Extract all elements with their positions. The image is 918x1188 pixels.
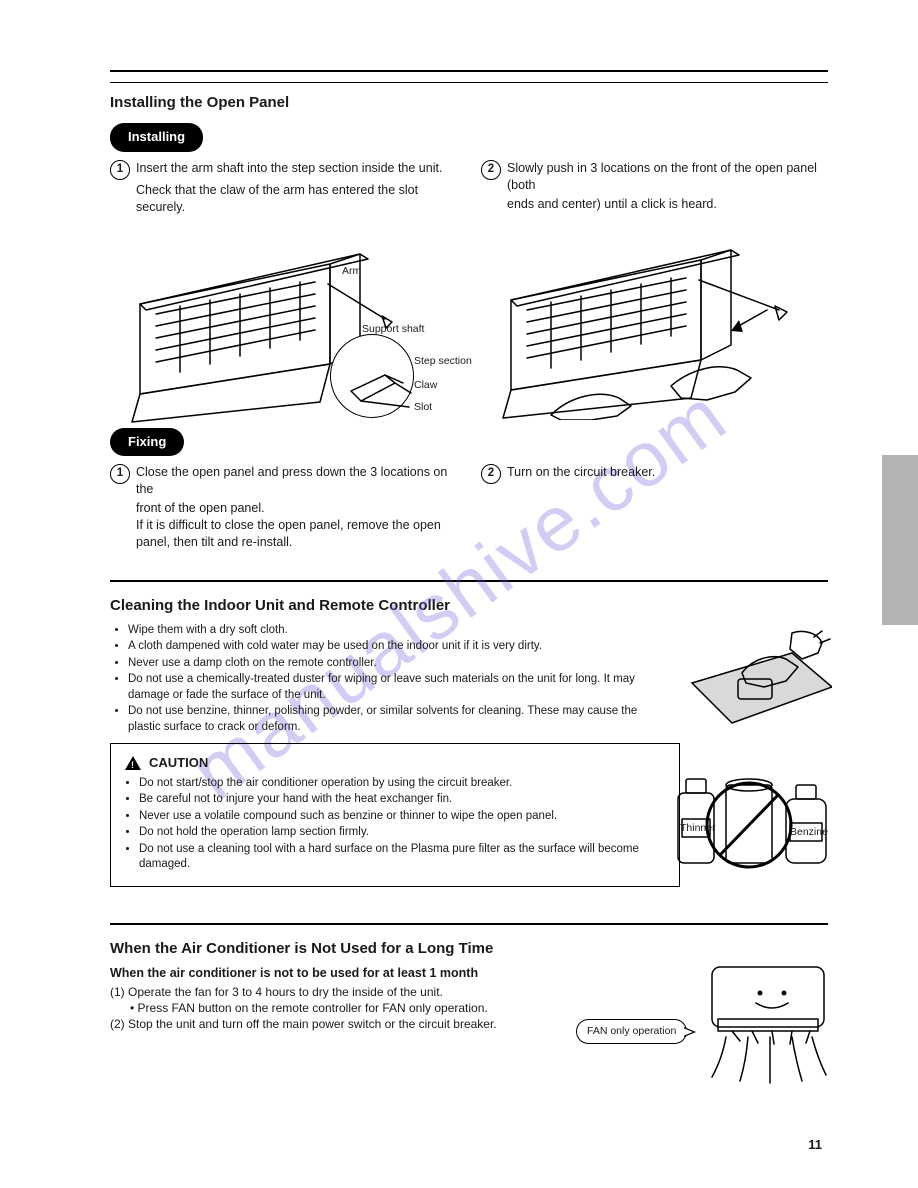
circled-number: 1: [110, 464, 130, 484]
list-item: Do not start/stop the air conditioner op…: [139, 776, 665, 792]
step-line3: If it is difficult to close the open pan…: [136, 518, 441, 549]
fix-step-2: 2 Turn on the circuit breaker.: [481, 464, 828, 550]
list-item: Do not use benzine, thinner, polishing p…: [128, 704, 668, 735]
step-line2: front of the open panel.: [136, 501, 265, 515]
caution-items: Do not start/stop the air conditioner op…: [125, 776, 665, 873]
step-body: ends and center) until a click is heard.: [507, 196, 828, 213]
fix-steps-row: 1 Close the open panel and press down th…: [110, 464, 828, 550]
list-item: Wipe them with a dry soft cloth.: [128, 623, 668, 639]
list-item: Do not use a chemically-treated duster f…: [128, 672, 668, 703]
fix-step-1: 1 Close the open panel and press down th…: [110, 464, 457, 550]
diagram-1: Arm Support shaft Step section Claw Slot: [110, 224, 457, 424]
cleaning-block: Wipe them with a dry soft cloth. A cloth…: [110, 623, 828, 893]
inactive-item-text: Press FAN button on the remote controlle…: [138, 1001, 488, 1015]
label-thinner: Thinner: [680, 821, 716, 835]
rule-sub: [110, 82, 828, 83]
diagram-2: [481, 220, 828, 420]
section-title: Installing the Open Panel: [110, 93, 828, 113]
caution-box: CAUTION Do not start/stop the air condit…: [110, 743, 680, 887]
rule-section-1: [110, 580, 828, 582]
label-step-section: Step section: [414, 354, 472, 368]
list-item: Be careful not to injure your hand with …: [139, 792, 665, 808]
inactive-item-text: Stop the unit and turn off the main powe…: [128, 1017, 497, 1031]
caution-heading: CAUTION: [125, 754, 665, 772]
solvents-illustration: Thinner Benzine: [672, 763, 832, 873]
step-head-text: Slowly push in 3 locations on the front …: [507, 160, 828, 194]
inactive-block: When the air conditioner is not to be us…: [110, 965, 828, 1095]
cleaning-bullets: Wipe them with a dry soft cloth. A cloth…: [110, 623, 668, 736]
step-head-text: Insert the arm shaft into the step secti…: [136, 160, 442, 177]
install-step-2: 2 Slowly push in 3 locations on the fron…: [481, 160, 828, 424]
manual-page: manualshive.com Installing the Open Pane…: [0, 0, 918, 1188]
label-arm: Arm: [342, 264, 361, 278]
step-head: 2 Turn on the circuit breaker.: [481, 464, 828, 484]
label-benzine: Benzine: [790, 825, 828, 839]
section-title-cleaning: Cleaning the Indoor Unit and Remote Cont…: [110, 596, 828, 616]
section-title-inactive: When the Air Conditioner is Not Used for…: [110, 939, 828, 959]
page-number: 11: [808, 1136, 822, 1154]
list-item: Never use a damp cloth on the remote con…: [128, 656, 668, 672]
wiping-illustration: [682, 623, 832, 733]
warning-icon: [125, 756, 141, 770]
list-item: A cloth dampened with cold water may be …: [128, 639, 668, 655]
list-item: Never use a volatile compound such as be…: [139, 809, 665, 825]
pill-installing: Installing: [110, 123, 203, 152]
circled-number: 2: [481, 464, 501, 484]
detail-circle: [330, 334, 414, 418]
unit-face-illustration: FAN only operation: [662, 959, 832, 1089]
circled-number: 2: [481, 160, 501, 180]
label-claw: Claw: [414, 378, 437, 392]
caution-label: CAUTION: [149, 754, 208, 772]
pill-fixing: Fixing: [110, 428, 184, 457]
step-text: Turn on the circuit breaker.: [507, 464, 655, 481]
install-step-1: 1 Insert the arm shaft into the step sec…: [110, 160, 457, 424]
circled-number: 1: [110, 160, 130, 180]
list-item: Do not hold the operation lamp section f…: [139, 825, 665, 841]
step-body: front of the open panel. If it is diffic…: [136, 500, 457, 551]
step-head-text: Close the open panel and press down the …: [136, 464, 457, 498]
step-body: Check that the claw of the arm has enter…: [136, 182, 457, 216]
step-head: 1 Close the open panel and press down th…: [110, 464, 457, 498]
step-head: 2 Slowly push in 3 locations on the fron…: [481, 160, 828, 194]
list-item: Do not use a cleaning tool with a hard s…: [139, 842, 665, 873]
rule-section-2: [110, 923, 828, 925]
speech-bubble: FAN only operation: [576, 1019, 687, 1044]
label-slot: Slot: [414, 400, 432, 414]
page-side-tab: [882, 455, 918, 625]
rule-top: [110, 70, 828, 72]
install-steps-row: 1 Insert the arm shaft into the step sec…: [110, 160, 828, 424]
inactive-item-text: Operate the fan for 3 to 4 hours to dry …: [128, 985, 443, 999]
step-head: 1 Insert the arm shaft into the step sec…: [110, 160, 457, 180]
